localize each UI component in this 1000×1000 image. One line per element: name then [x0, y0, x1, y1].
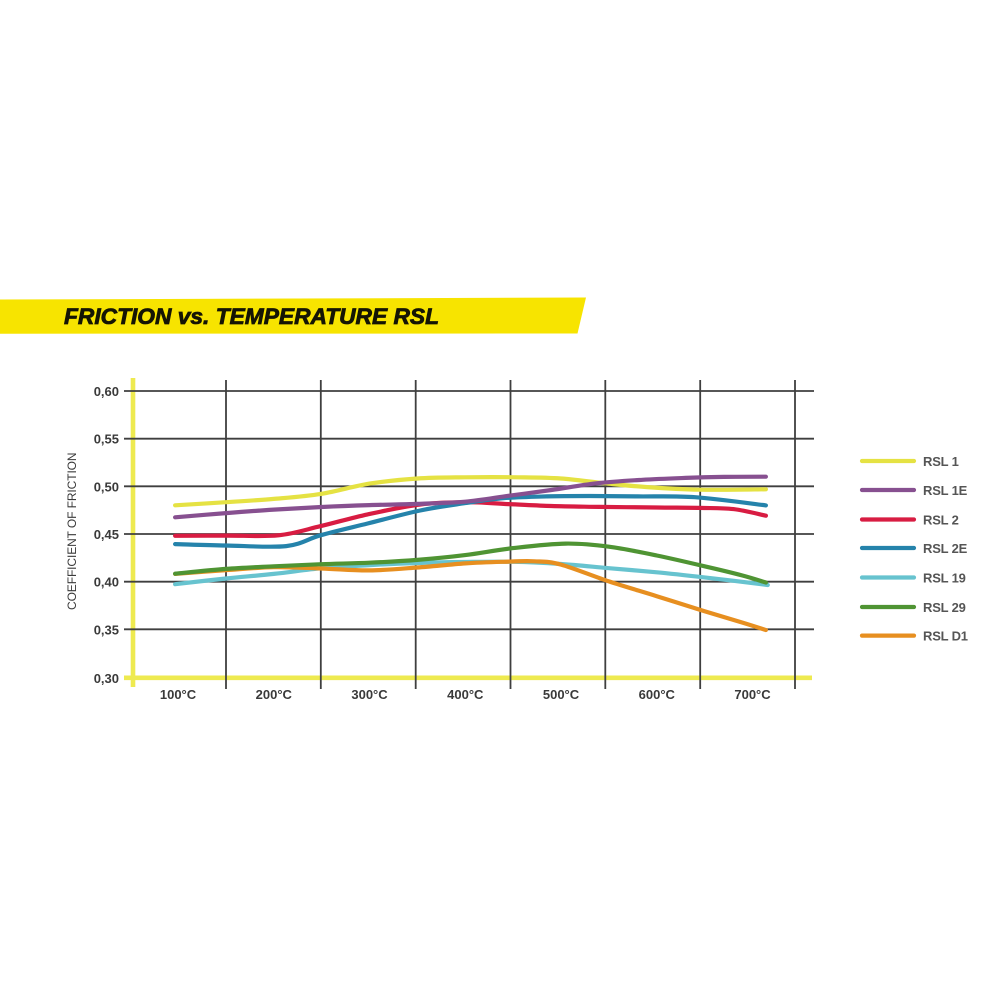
svg-text:RSL 2E: RSL 2E	[923, 541, 968, 556]
svg-text:200°C: 200°C	[256, 687, 293, 702]
svg-text:700°C: 700°C	[734, 687, 771, 702]
svg-text:RSL 1E: RSL 1E	[923, 483, 968, 498]
svg-text:RSL 1: RSL 1	[923, 454, 959, 469]
svg-text:0,30: 0,30	[94, 671, 119, 686]
svg-text:RSL 29: RSL 29	[923, 600, 966, 615]
svg-text:FRICTION vs. TEMPERATURE RSL: FRICTION vs. TEMPERATURE RSL	[64, 304, 439, 329]
svg-text:0,50: 0,50	[94, 479, 119, 494]
svg-text:RSL D1: RSL D1	[923, 629, 968, 644]
svg-text:RSL 19: RSL 19	[923, 571, 966, 586]
svg-text:100°C: 100°C	[160, 687, 197, 702]
svg-text:COEFFICIENT OF FRICTION: COEFFICIENT OF FRICTION	[65, 452, 79, 610]
svg-text:300°C: 300°C	[351, 687, 388, 702]
svg-text:0,35: 0,35	[94, 622, 119, 637]
svg-text:0,55: 0,55	[94, 432, 119, 447]
svg-text:0,60: 0,60	[94, 384, 119, 399]
svg-text:RSL 2: RSL 2	[923, 513, 959, 528]
svg-text:400°C: 400°C	[447, 687, 484, 702]
svg-text:600°C: 600°C	[639, 687, 676, 702]
svg-text:0,45: 0,45	[94, 527, 119, 542]
svg-text:500°C: 500°C	[543, 687, 580, 702]
svg-text:0,40: 0,40	[94, 575, 119, 590]
